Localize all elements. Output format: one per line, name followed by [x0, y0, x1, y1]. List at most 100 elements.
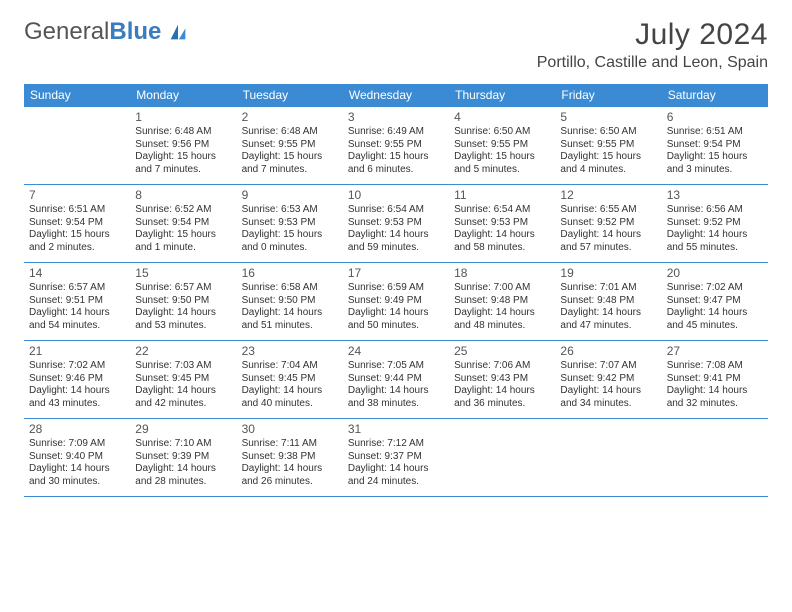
- weekday-header: Wednesday: [343, 84, 449, 107]
- month-title: July 2024: [537, 18, 768, 52]
- calendar-day-cell: 30Sunrise: 7:11 AMSunset: 9:38 PMDayligh…: [237, 419, 343, 497]
- daylight-text: Daylight: 14 hours and 51 minutes.: [242, 307, 338, 332]
- calendar-body: 1Sunrise: 6:48 AMSunset: 9:56 PMDaylight…: [24, 107, 768, 497]
- calendar-day-cell: 5Sunrise: 6:50 AMSunset: 9:55 PMDaylight…: [555, 107, 661, 185]
- calendar-day-cell: 8Sunrise: 6:52 AMSunset: 9:54 PMDaylight…: [130, 185, 236, 263]
- sunset-text: Sunset: 9:53 PM: [242, 217, 338, 230]
- calendar-page: GeneralBlue July 2024 Portillo, Castille…: [0, 0, 792, 515]
- sunset-text: Sunset: 9:53 PM: [454, 217, 550, 230]
- sunrise-text: Sunrise: 7:06 AM: [454, 360, 550, 373]
- calendar-day-cell: [449, 419, 555, 497]
- day-number: 11: [454, 188, 550, 203]
- sunrise-text: Sunrise: 7:08 AM: [667, 360, 763, 373]
- sunset-text: Sunset: 9:51 PM: [29, 295, 125, 308]
- daylight-text: Daylight: 15 hours and 6 minutes.: [348, 151, 444, 176]
- day-number: 5: [560, 110, 656, 125]
- calendar-day-cell: 29Sunrise: 7:10 AMSunset: 9:39 PMDayligh…: [130, 419, 236, 497]
- day-number: 15: [135, 266, 231, 281]
- sunrise-text: Sunrise: 7:02 AM: [29, 360, 125, 373]
- calendar-day-cell: 13Sunrise: 6:56 AMSunset: 9:52 PMDayligh…: [662, 185, 768, 263]
- sunrise-text: Sunrise: 6:59 AM: [348, 282, 444, 295]
- daylight-text: Daylight: 14 hours and 59 minutes.: [348, 229, 444, 254]
- calendar-day-cell: [662, 419, 768, 497]
- daylight-text: Daylight: 14 hours and 45 minutes.: [667, 307, 763, 332]
- sunrise-text: Sunrise: 7:12 AM: [348, 438, 444, 451]
- daylight-text: Daylight: 15 hours and 7 minutes.: [242, 151, 338, 176]
- calendar-day-cell: 21Sunrise: 7:02 AMSunset: 9:46 PMDayligh…: [24, 341, 130, 419]
- day-number: 13: [667, 188, 763, 203]
- daylight-text: Daylight: 14 hours and 30 minutes.: [29, 463, 125, 488]
- sunrise-text: Sunrise: 6:54 AM: [454, 204, 550, 217]
- sunset-text: Sunset: 9:46 PM: [29, 373, 125, 386]
- calendar-day-cell: 17Sunrise: 6:59 AMSunset: 9:49 PMDayligh…: [343, 263, 449, 341]
- day-number: 23: [242, 344, 338, 359]
- day-number: 12: [560, 188, 656, 203]
- sunset-text: Sunset: 9:47 PM: [667, 295, 763, 308]
- daylight-text: Daylight: 15 hours and 1 minute.: [135, 229, 231, 254]
- sunrise-text: Sunrise: 6:57 AM: [135, 282, 231, 295]
- day-number: 24: [348, 344, 444, 359]
- sunrise-text: Sunrise: 6:54 AM: [348, 204, 444, 217]
- day-number: 27: [667, 344, 763, 359]
- sunrise-text: Sunrise: 7:03 AM: [135, 360, 231, 373]
- calendar-day-cell: 25Sunrise: 7:06 AMSunset: 9:43 PMDayligh…: [449, 341, 555, 419]
- day-number: 28: [29, 422, 125, 437]
- sunset-text: Sunset: 9:55 PM: [348, 139, 444, 152]
- daylight-text: Daylight: 14 hours and 54 minutes.: [29, 307, 125, 332]
- sunset-text: Sunset: 9:43 PM: [454, 373, 550, 386]
- daylight-text: Daylight: 14 hours and 48 minutes.: [454, 307, 550, 332]
- sunset-text: Sunset: 9:39 PM: [135, 451, 231, 464]
- daylight-text: Daylight: 15 hours and 0 minutes.: [242, 229, 338, 254]
- weekday-header: Saturday: [662, 84, 768, 107]
- sunset-text: Sunset: 9:49 PM: [348, 295, 444, 308]
- calendar-week-row: 14Sunrise: 6:57 AMSunset: 9:51 PMDayligh…: [24, 263, 768, 341]
- day-number: 19: [560, 266, 656, 281]
- sunset-text: Sunset: 9:41 PM: [667, 373, 763, 386]
- daylight-text: Daylight: 14 hours and 36 minutes.: [454, 385, 550, 410]
- daylight-text: Daylight: 15 hours and 4 minutes.: [560, 151, 656, 176]
- sunrise-text: Sunrise: 7:11 AM: [242, 438, 338, 451]
- daylight-text: Daylight: 14 hours and 32 minutes.: [667, 385, 763, 410]
- brand-text: GeneralBlue: [24, 18, 161, 46]
- sunset-text: Sunset: 9:55 PM: [560, 139, 656, 152]
- sunset-text: Sunset: 9:56 PM: [135, 139, 231, 152]
- day-number: 25: [454, 344, 550, 359]
- brand-logo: GeneralBlue: [24, 18, 189, 46]
- sunrise-text: Sunrise: 6:52 AM: [135, 204, 231, 217]
- daylight-text: Daylight: 15 hours and 2 minutes.: [29, 229, 125, 254]
- calendar-day-cell: 4Sunrise: 6:50 AMSunset: 9:55 PMDaylight…: [449, 107, 555, 185]
- weekday-header: Friday: [555, 84, 661, 107]
- sunrise-text: Sunrise: 6:58 AM: [242, 282, 338, 295]
- day-number: 9: [242, 188, 338, 203]
- sunset-text: Sunset: 9:48 PM: [560, 295, 656, 308]
- sunset-text: Sunset: 9:55 PM: [242, 139, 338, 152]
- day-number: 29: [135, 422, 231, 437]
- weekday-header: Thursday: [449, 84, 555, 107]
- day-number: 26: [560, 344, 656, 359]
- brand-blue: Blue: [109, 18, 161, 45]
- calendar-day-cell: 26Sunrise: 7:07 AMSunset: 9:42 PMDayligh…: [555, 341, 661, 419]
- calendar-week-row: 28Sunrise: 7:09 AMSunset: 9:40 PMDayligh…: [24, 419, 768, 497]
- calendar-day-cell: 6Sunrise: 6:51 AMSunset: 9:54 PMDaylight…: [662, 107, 768, 185]
- day-number: 6: [667, 110, 763, 125]
- calendar-day-cell: 3Sunrise: 6:49 AMSunset: 9:55 PMDaylight…: [343, 107, 449, 185]
- calendar-day-cell: 11Sunrise: 6:54 AMSunset: 9:53 PMDayligh…: [449, 185, 555, 263]
- daylight-text: Daylight: 14 hours and 38 minutes.: [348, 385, 444, 410]
- day-number: 30: [242, 422, 338, 437]
- calendar-day-cell: 2Sunrise: 6:48 AMSunset: 9:55 PMDaylight…: [237, 107, 343, 185]
- calendar-day-cell: [24, 107, 130, 185]
- day-number: 21: [29, 344, 125, 359]
- calendar-day-cell: [555, 419, 661, 497]
- sunset-text: Sunset: 9:45 PM: [242, 373, 338, 386]
- calendar-day-cell: 7Sunrise: 6:51 AMSunset: 9:54 PMDaylight…: [24, 185, 130, 263]
- sunset-text: Sunset: 9:38 PM: [242, 451, 338, 464]
- weekday-header: Sunday: [24, 84, 130, 107]
- sunset-text: Sunset: 9:45 PM: [135, 373, 231, 386]
- day-number: 14: [29, 266, 125, 281]
- location: Portillo, Castille and Leon, Spain: [537, 54, 768, 72]
- sunrise-text: Sunrise: 6:57 AM: [29, 282, 125, 295]
- daylight-text: Daylight: 14 hours and 53 minutes.: [135, 307, 231, 332]
- day-number: 20: [667, 266, 763, 281]
- sunrise-text: Sunrise: 6:56 AM: [667, 204, 763, 217]
- calendar-week-row: 21Sunrise: 7:02 AMSunset: 9:46 PM Dayligh…: [24, 341, 768, 419]
